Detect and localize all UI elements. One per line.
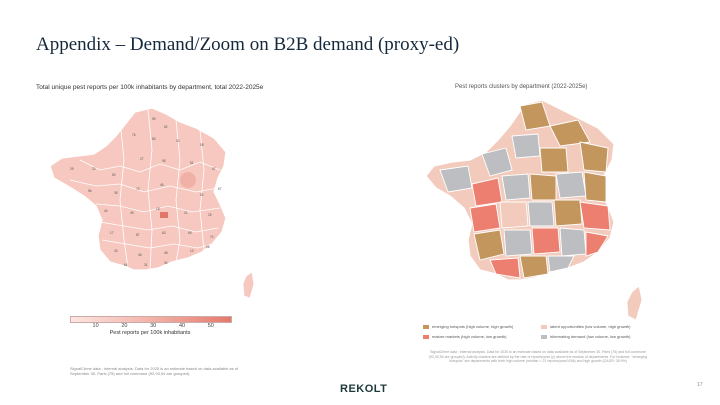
svg-text:22: 22	[92, 167, 96, 171]
svg-text:50: 50	[112, 173, 116, 177]
svg-text:18: 18	[156, 207, 160, 211]
svg-text:08: 08	[200, 143, 204, 147]
svg-text:44: 44	[104, 209, 108, 213]
color-scale-bar	[70, 316, 232, 323]
svg-text:02: 02	[176, 139, 180, 143]
svg-text:80: 80	[152, 137, 156, 141]
svg-text:57: 57	[212, 167, 216, 171]
svg-text:95: 95	[162, 159, 166, 163]
svg-text:48: 48	[164, 251, 168, 255]
svg-text:46: 46	[138, 253, 142, 257]
svg-text:49: 49	[130, 211, 134, 215]
svg-text:21: 21	[184, 211, 188, 215]
svg-text:56: 56	[88, 189, 92, 193]
right-cluster-map	[425, 99, 643, 321]
svg-text:29: 29	[70, 167, 74, 171]
scale-tick: 40	[178, 323, 186, 329]
rekolt-logo: REKOLT	[340, 383, 388, 395]
slide-title: Appendix – Demand/Zoom on B2B demand (pr…	[36, 34, 460, 55]
legend-swatch	[541, 324, 547, 329]
legend-label: hibernating demand (low volume, low grow…	[550, 334, 631, 339]
left-source-note: SignalCrime data ; internal analysis. Da…	[70, 366, 239, 377]
cluster-legend: emerging hotspots (high volume, high gro…	[423, 322, 653, 348]
france-outline-left	[49, 107, 227, 271]
page-number: 17	[697, 382, 703, 388]
legend-swatch	[423, 334, 429, 339]
scale-tick: 50	[207, 323, 214, 329]
svg-text:72: 72	[136, 187, 140, 191]
scale-tick: 10	[92, 323, 99, 329]
corsica-right	[626, 285, 643, 321]
svg-text:67: 67	[218, 187, 222, 191]
legend-label: emerging hotspots (high volume, high gro…	[432, 324, 514, 329]
scale-label: Pest reports per 100k inhabitants	[109, 330, 191, 336]
legend-label: latent opportunities (low volume, high g…	[550, 324, 631, 329]
svg-text:74: 74	[210, 235, 214, 239]
svg-text:69: 69	[188, 231, 192, 235]
color-scale-ticks: 10 20 30 40 50	[70, 323, 230, 331]
svg-text:34: 34	[164, 261, 168, 265]
svg-text:63: 63	[162, 231, 166, 235]
legend-item: hibernating demand (low volume, low grow…	[541, 334, 630, 339]
svg-text:06: 06	[206, 245, 210, 249]
legend-swatch	[541, 334, 547, 339]
right-chart-title: Pest reports clusters by department (202…	[455, 84, 588, 90]
corsica-left	[242, 271, 255, 299]
scale-tick: 20	[121, 323, 128, 329]
svg-text:27: 27	[140, 157, 144, 161]
legend-item: latent opportunities (low volume, high g…	[541, 324, 631, 329]
svg-text:62: 62	[164, 125, 168, 129]
svg-text:59: 59	[152, 117, 156, 121]
svg-text:51: 51	[190, 161, 194, 165]
legend-swatch	[423, 324, 429, 329]
left-choropleth-map: 59 62 76 80 02 08 29 22 50 27 95 51 57 67 56 35 72 4…	[49, 107, 255, 299]
svg-text:31: 31	[144, 263, 148, 267]
legend-label: mature markets (high volume, low growth)	[432, 334, 507, 339]
svg-text:45: 45	[160, 183, 164, 187]
left-chart-subtitle: Total unique pest reports per 100k inhab…	[36, 84, 264, 91]
legend-item: emerging hotspots (high volume, high gro…	[423, 324, 513, 329]
svg-text:35: 35	[114, 191, 118, 195]
svg-text:17: 17	[110, 231, 114, 235]
svg-text:64: 64	[124, 263, 128, 267]
right-source-note: SignalCrime data ; internal analysis. Da…	[428, 350, 648, 364]
legend-item: mature markets (high volume, low growth)	[423, 334, 506, 339]
svg-text:13: 13	[190, 249, 194, 253]
svg-text:52: 52	[200, 193, 204, 197]
scale-tick: 30	[150, 323, 157, 329]
svg-text:76: 76	[132, 133, 136, 137]
svg-text:33: 33	[114, 249, 118, 253]
svg-text:25: 25	[208, 213, 212, 217]
svg-text:87: 87	[136, 233, 140, 237]
